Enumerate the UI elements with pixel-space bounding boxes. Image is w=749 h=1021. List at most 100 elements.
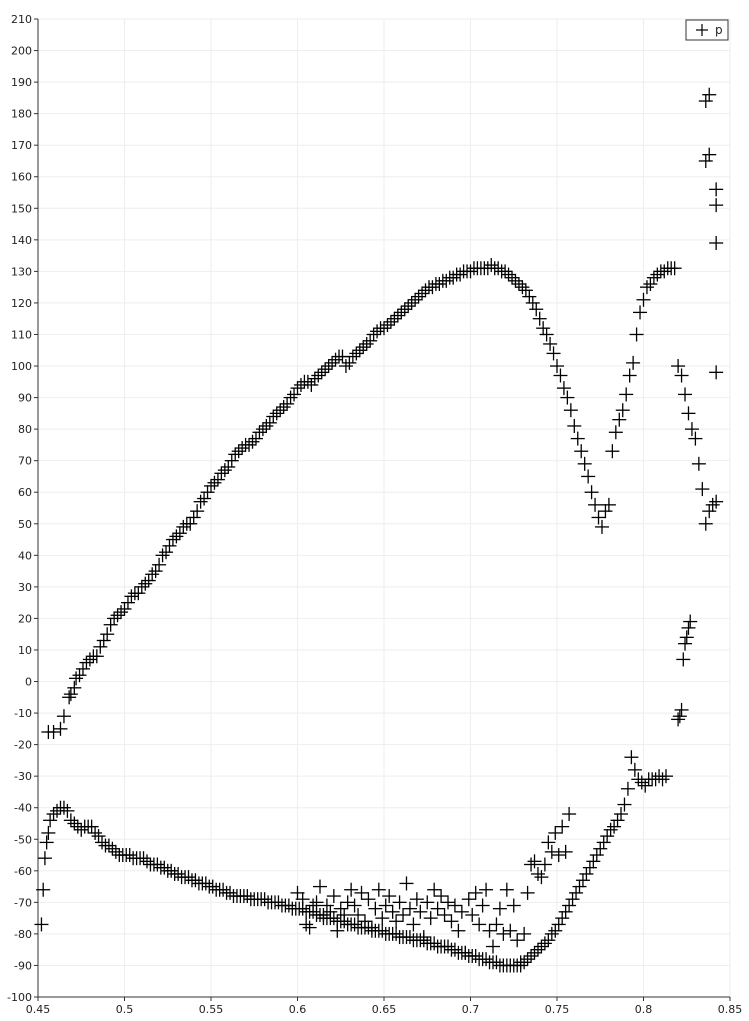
data-point bbox=[453, 267, 468, 282]
data-point bbox=[186, 510, 201, 525]
data-point bbox=[347, 917, 362, 932]
data-point bbox=[416, 930, 431, 945]
data-point bbox=[216, 882, 231, 897]
data-point bbox=[520, 885, 535, 900]
x-tick-label: 0.7 bbox=[462, 1003, 480, 1016]
data-point bbox=[548, 825, 563, 840]
data-point bbox=[67, 680, 82, 695]
data-point bbox=[271, 895, 286, 910]
data-point bbox=[658, 769, 673, 784]
data-point bbox=[368, 901, 383, 916]
data-point bbox=[36, 882, 51, 897]
data-point bbox=[603, 822, 618, 837]
data-point bbox=[475, 898, 490, 913]
data-point bbox=[418, 283, 433, 298]
data-point bbox=[281, 898, 296, 913]
data-point bbox=[200, 485, 215, 500]
data-point bbox=[363, 333, 378, 348]
data-point bbox=[223, 885, 238, 900]
data-point bbox=[672, 709, 687, 724]
data-point bbox=[304, 377, 319, 392]
data-point bbox=[524, 857, 539, 872]
data-point bbox=[290, 381, 305, 396]
data-point bbox=[159, 545, 174, 560]
y-tick-label: -50 bbox=[14, 833, 32, 846]
y-tick-label: -70 bbox=[14, 896, 32, 909]
data-point bbox=[638, 778, 653, 793]
data-point bbox=[633, 305, 648, 320]
data-point bbox=[259, 418, 274, 433]
data-point bbox=[484, 258, 499, 273]
data-point bbox=[679, 630, 694, 645]
data-point bbox=[207, 475, 222, 490]
data-point bbox=[148, 564, 163, 579]
data-point bbox=[411, 289, 426, 304]
data-point bbox=[190, 504, 205, 519]
data-point bbox=[338, 359, 353, 374]
data-point bbox=[354, 885, 369, 900]
data-point bbox=[266, 409, 281, 424]
data-point bbox=[454, 904, 469, 919]
data-point bbox=[465, 907, 480, 922]
data-point bbox=[364, 920, 379, 935]
data-point bbox=[543, 336, 558, 351]
data-point bbox=[375, 923, 390, 938]
data-point bbox=[541, 835, 556, 850]
data-point bbox=[472, 917, 487, 932]
data-point bbox=[314, 365, 329, 380]
data-point bbox=[255, 422, 270, 437]
data-point bbox=[591, 510, 606, 525]
y-tick-label: 200 bbox=[11, 45, 32, 58]
data-point bbox=[517, 955, 532, 970]
y-tick-label: 120 bbox=[11, 297, 32, 310]
y-tick-label: 110 bbox=[11, 328, 32, 341]
data-point bbox=[197, 491, 212, 506]
data-point bbox=[273, 403, 288, 418]
data-point bbox=[678, 636, 693, 651]
data-point bbox=[586, 854, 601, 869]
data-point bbox=[620, 781, 635, 796]
data-point bbox=[423, 911, 438, 926]
data-point bbox=[408, 292, 423, 307]
data-point bbox=[415, 286, 430, 301]
data-point bbox=[299, 917, 314, 932]
data-point bbox=[544, 926, 559, 941]
data-point bbox=[188, 873, 203, 888]
data-point bbox=[380, 318, 395, 333]
data-point bbox=[124, 589, 139, 604]
data-point bbox=[463, 264, 478, 279]
data-point bbox=[165, 532, 180, 547]
data-point bbox=[302, 920, 317, 935]
data-point bbox=[214, 466, 229, 481]
data-point bbox=[385, 904, 400, 919]
data-point bbox=[501, 267, 516, 282]
data-point bbox=[231, 444, 246, 459]
data-point bbox=[518, 283, 533, 298]
data-point bbox=[136, 851, 151, 866]
data-point bbox=[371, 882, 386, 897]
data-point bbox=[210, 472, 225, 487]
data-point bbox=[608, 425, 623, 440]
data-point bbox=[596, 835, 611, 850]
data-point bbox=[588, 497, 603, 512]
y-tick-label: -10 bbox=[14, 707, 32, 720]
data-point bbox=[228, 447, 243, 462]
y-tick-label: 160 bbox=[11, 171, 32, 184]
data-point bbox=[510, 933, 525, 948]
data-point bbox=[643, 277, 658, 292]
data-point bbox=[84, 819, 99, 834]
data-point bbox=[667, 261, 682, 276]
data-point bbox=[513, 958, 528, 973]
data-point bbox=[387, 311, 402, 326]
y-tick-label: 170 bbox=[11, 139, 32, 152]
y-tick-label: 100 bbox=[11, 360, 32, 373]
data-point bbox=[530, 866, 545, 881]
data-point bbox=[283, 390, 298, 405]
data-point bbox=[560, 390, 575, 405]
data-point bbox=[555, 911, 570, 926]
data-point bbox=[152, 557, 167, 572]
data-point bbox=[105, 841, 120, 856]
data-point bbox=[198, 876, 213, 891]
data-point bbox=[446, 270, 461, 285]
data-point bbox=[46, 807, 61, 822]
